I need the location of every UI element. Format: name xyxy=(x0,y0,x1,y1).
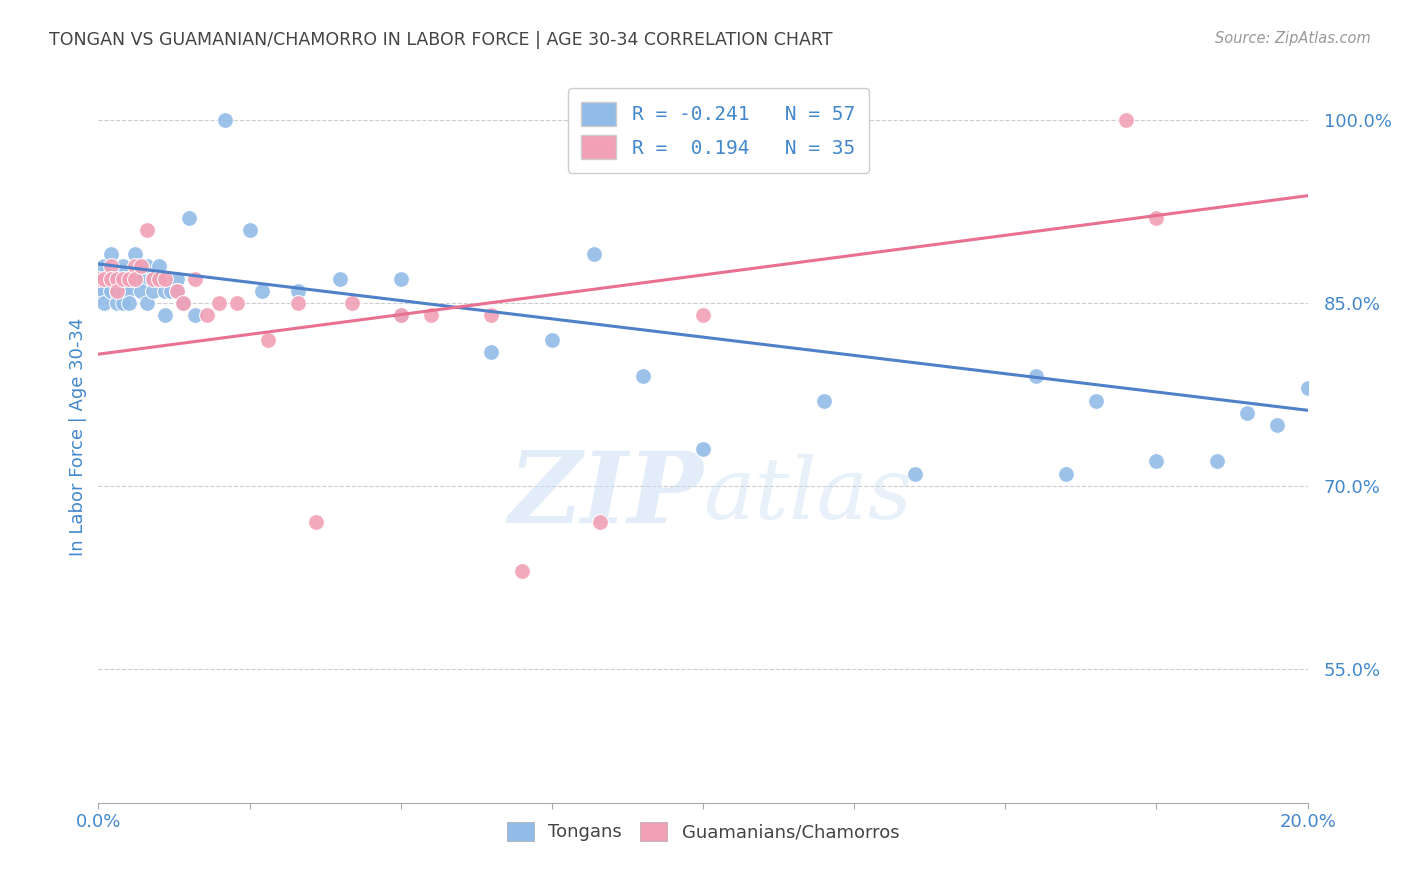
Point xyxy=(100,260,122,274)
Point xyxy=(305,516,328,530)
Point xyxy=(142,284,165,298)
Point xyxy=(142,271,165,285)
Point xyxy=(135,296,157,310)
Point xyxy=(100,284,122,298)
Point xyxy=(118,271,141,285)
Point xyxy=(105,271,128,285)
Point xyxy=(1236,406,1258,420)
Point xyxy=(1115,113,1137,128)
Point xyxy=(148,271,170,285)
Point xyxy=(148,260,170,274)
Point xyxy=(256,333,278,347)
Point xyxy=(813,113,835,128)
Point xyxy=(105,296,128,310)
Point xyxy=(166,271,188,285)
Point xyxy=(105,271,128,285)
Point xyxy=(420,308,443,322)
Point xyxy=(1296,381,1319,395)
Point xyxy=(166,284,188,298)
Point xyxy=(583,247,606,261)
Point xyxy=(124,260,146,274)
Text: Source: ZipAtlas.com: Source: ZipAtlas.com xyxy=(1215,31,1371,46)
Point xyxy=(692,442,714,457)
Point xyxy=(589,516,612,530)
Point xyxy=(111,271,134,285)
Point xyxy=(287,284,309,298)
Point xyxy=(111,284,134,298)
Point xyxy=(105,284,128,298)
Text: ZIP: ZIP xyxy=(508,448,703,544)
Point xyxy=(153,308,176,322)
Point xyxy=(481,344,503,359)
Point xyxy=(226,296,249,310)
Point xyxy=(1054,467,1077,481)
Point xyxy=(100,247,122,261)
Point xyxy=(87,284,110,298)
Point xyxy=(904,467,927,481)
Point xyxy=(124,271,146,285)
Point xyxy=(329,271,352,285)
Point xyxy=(287,296,309,310)
Point xyxy=(1144,211,1167,225)
Point xyxy=(118,271,141,285)
Point xyxy=(195,308,218,322)
Point xyxy=(172,296,194,310)
Point xyxy=(93,260,115,274)
Point xyxy=(208,296,231,310)
Point xyxy=(129,260,152,274)
Point xyxy=(692,113,714,128)
Point xyxy=(1144,454,1167,468)
Point xyxy=(111,296,134,310)
Point xyxy=(135,260,157,274)
Text: TONGAN VS GUAMANIAN/CHAMORRO IN LABOR FORCE | AGE 30-34 CORRELATION CHART: TONGAN VS GUAMANIAN/CHAMORRO IN LABOR FO… xyxy=(49,31,832,49)
Point xyxy=(153,284,176,298)
Point xyxy=(129,271,152,285)
Point xyxy=(87,271,110,285)
Point xyxy=(100,271,122,285)
Point xyxy=(389,271,412,285)
Point xyxy=(481,308,503,322)
Point xyxy=(93,296,115,310)
Point xyxy=(124,271,146,285)
Point xyxy=(148,271,170,285)
Point xyxy=(389,308,412,322)
Point xyxy=(214,113,236,128)
Point xyxy=(160,284,183,298)
Point xyxy=(153,271,176,285)
Y-axis label: In Labor Force | Age 30-34: In Labor Force | Age 30-34 xyxy=(69,318,87,557)
Point xyxy=(184,308,207,322)
Point xyxy=(250,284,273,298)
Point xyxy=(342,296,364,310)
Point xyxy=(93,271,115,285)
Point xyxy=(540,333,562,347)
Point xyxy=(87,271,110,285)
Point xyxy=(1206,454,1229,468)
Point xyxy=(118,284,141,298)
Point xyxy=(166,284,188,298)
Point xyxy=(105,284,128,298)
Point xyxy=(142,271,165,285)
Point xyxy=(111,260,134,274)
Point xyxy=(135,223,157,237)
Point xyxy=(813,393,835,408)
Point xyxy=(631,369,654,384)
Point xyxy=(1085,393,1108,408)
Point xyxy=(692,308,714,322)
Point xyxy=(389,308,412,322)
Point xyxy=(1024,369,1046,384)
Point xyxy=(129,284,152,298)
Point xyxy=(124,247,146,261)
Point xyxy=(100,271,122,285)
Legend: Tongans, Guamanians/Chamorros: Tongans, Guamanians/Chamorros xyxy=(499,814,907,848)
Point xyxy=(93,284,115,298)
Point xyxy=(179,211,201,225)
Point xyxy=(239,223,262,237)
Point xyxy=(184,271,207,285)
Point xyxy=(510,564,533,578)
Point xyxy=(118,296,141,310)
Text: atlas: atlas xyxy=(703,454,912,537)
Point xyxy=(1267,417,1289,432)
Point xyxy=(172,296,194,310)
